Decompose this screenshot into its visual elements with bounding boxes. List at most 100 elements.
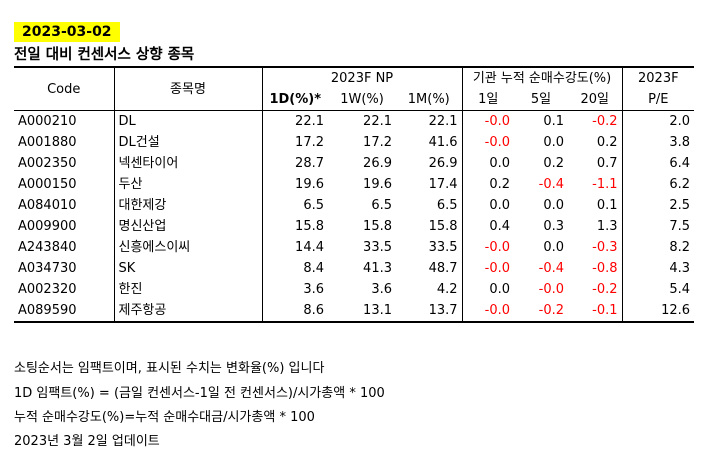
header-flow-20d: 20일 [568,89,623,111]
cell-flow-5d: -0.4 [538,177,565,192]
cell-np-1d: 3.6 [261,279,328,300]
cell-np-1d: 15.8 [261,216,328,237]
cell-np-1w: 15.8 [363,219,392,234]
cell-np-1d: 28.7 [261,153,328,174]
table-row: A001880 DL건설 17.2 17.2 41.6 -0.0 0.0 0.2… [14,132,695,153]
cell-code: A243840 [18,240,77,255]
cell-flow-5d: 0.0 [543,135,565,150]
cell-flow-5d: 0.0 [543,198,565,213]
table-row: A243840 신흥에스이씨 14.4 33.5 33.5 -0.0 0.0 -… [14,237,695,258]
cell-np-1m: 17.4 [428,177,458,192]
cell-np-1w: 33.5 [363,240,392,255]
cell-pe: 3.8 [621,132,695,153]
cell-pe: 5.4 [621,279,695,300]
header-code: Code [14,66,114,111]
cell-code: A084010 [18,198,77,213]
cell-np-1d: 22.1 [261,110,328,132]
cell-name: 한진 [113,279,262,300]
header-np-group: 2023F NP [261,66,463,89]
cell-code: A089590 [14,300,114,323]
cell-code: A009900 [18,219,77,234]
cell-code: A000150 [18,177,77,192]
cell-name: 두산 [113,174,262,195]
cell-flow-1d: 0.2 [461,174,515,195]
cell-np-1d: 8.6 [261,300,328,323]
cell-code: A034730 [18,261,77,276]
header-pe-line2: P/E [621,89,695,111]
table-row: A000150 두산 19.6 19.6 17.4 0.2 -0.4 -1.1 … [14,174,695,195]
cell-np-1w: 41.3 [363,261,392,276]
cell-flow-5d: 0.1 [543,114,565,129]
cell-code: A000210 [18,114,77,129]
table-row: A002350 넥센타이어 28.7 26.9 26.9 0.0 0.2 0.7… [14,153,695,174]
table-body: A000210 DL 22.1 22.1 22.1 -0.0 0.1 -0.2 … [14,110,695,323]
cell-np-1m: 15.8 [428,219,458,234]
header-np-1w: 1W(%) [328,89,396,111]
cell-flow-5d: -0.2 [514,300,569,323]
cell-flow-5d: 0.0 [543,240,565,255]
date-badge: 2023-03-02 [14,22,120,42]
cell-flow-1d: -0.0 [461,258,515,279]
table-row: A089590 제주항공 8.6 13.1 13.7 -0.0 -0.2 -0.… [14,300,695,323]
cell-pe: 7.5 [621,216,695,237]
cell-flow-1d: -0.0 [461,110,515,132]
table-row: A000210 DL 22.1 22.1 22.1 -0.0 0.1 -0.2 … [14,110,695,132]
cell-flow-20d: 1.3 [596,219,618,234]
cell-np-1w: 19.6 [363,177,392,192]
cell-name: 대한제강 [113,195,262,216]
table-row: A084010 대한제강 6.5 6.5 6.5 0.0 0.0 0.1 2.5 [14,195,695,216]
cell-name: 제주항공 [113,300,262,323]
header-np-1d: 1D(%)* [261,89,328,111]
note-update-date: 2023년 3월 2일 업데이트 [14,434,160,449]
consensus-table: Code 종목명 2023F NP 기관 누적 순매수강도(%) 2023F 1… [14,66,695,323]
header-name: 종목명 [113,66,262,111]
cell-flow-20d: 0.1 [596,198,618,213]
cell-np-1m: 22.1 [428,114,458,129]
note-impact-formula: 1D 임팩트(%) = (금일 컨센서스-1일 전 컨센서스)/시가총액 * 1… [14,386,385,401]
cell-np-1w: 3.6 [371,282,392,297]
cell-flow-1d: 0.0 [461,279,515,300]
cell-flow-20d: 0.2 [596,135,618,150]
table-row: A002320 한진 3.6 3.6 4.2 0.0 -0.0 -0.2 5.4 [14,279,695,300]
cell-code: A002320 [18,282,77,297]
cell-pe: 6.4 [621,153,695,174]
cell-np-1w: 26.9 [363,156,392,171]
cell-np-1d: 6.5 [261,195,328,216]
cell-code: A001880 [18,135,77,150]
cell-np-1d: 14.4 [261,237,328,258]
cell-np-1m: 4.2 [436,282,458,297]
header-flow-1d: 1일 [461,89,515,111]
cell-flow-5d: 0.2 [543,156,565,171]
note-flow-formula: 누적 순매수강도(%)=누적 순매수대금/시가총액 * 100 [14,410,315,425]
cell-flow-5d: -0.4 [538,261,565,276]
cell-np-1d: 19.6 [261,174,328,195]
header-pe-line1: 2023F [621,66,695,89]
cell-np-1d: 17.2 [261,132,328,153]
header-flow-group: 기관 누적 순매수강도(%) [461,66,623,89]
cell-flow-20d: -0.3 [592,240,618,255]
cell-name: DL [113,110,262,132]
cell-flow-20d: -0.8 [592,261,618,276]
table-row: A009900 명신산업 15.8 15.8 15.8 0.4 0.3 1.3 … [14,216,695,237]
cell-pe: 8.2 [621,237,695,258]
cell-flow-5d: 0.3 [543,219,565,234]
header-flow-5d: 5일 [514,89,569,111]
cell-name: DL건설 [113,132,262,153]
cell-pe: 2.0 [621,110,695,132]
cell-flow-20d: -0.2 [592,114,618,129]
cell-np-1w: 6.5 [371,198,392,213]
note-sort-order: 소팅순서는 임팩트이며, 표시된 수치는 변화율(%) 입니다 [14,361,325,376]
cell-flow-20d: -1.1 [592,177,618,192]
cell-name: 명신산업 [113,216,262,237]
cell-np-1m: 33.5 [428,240,458,255]
page-title: 전일 대비 컨센서스 상향 종목 [14,47,195,63]
cell-pe: 4.3 [621,258,695,279]
header-np-1m: 1M(%) [396,89,463,111]
cell-pe: 6.2 [621,174,695,195]
table-row: A034730 SK 8.4 41.3 48.7 -0.0 -0.4 -0.8 … [14,258,695,279]
cell-pe: 2.5 [621,195,695,216]
cell-name: SK [113,258,262,279]
cell-name: 신흥에스이씨 [113,237,262,258]
cell-np-1m: 13.7 [396,300,463,323]
cell-np-1w: 17.2 [363,135,392,150]
